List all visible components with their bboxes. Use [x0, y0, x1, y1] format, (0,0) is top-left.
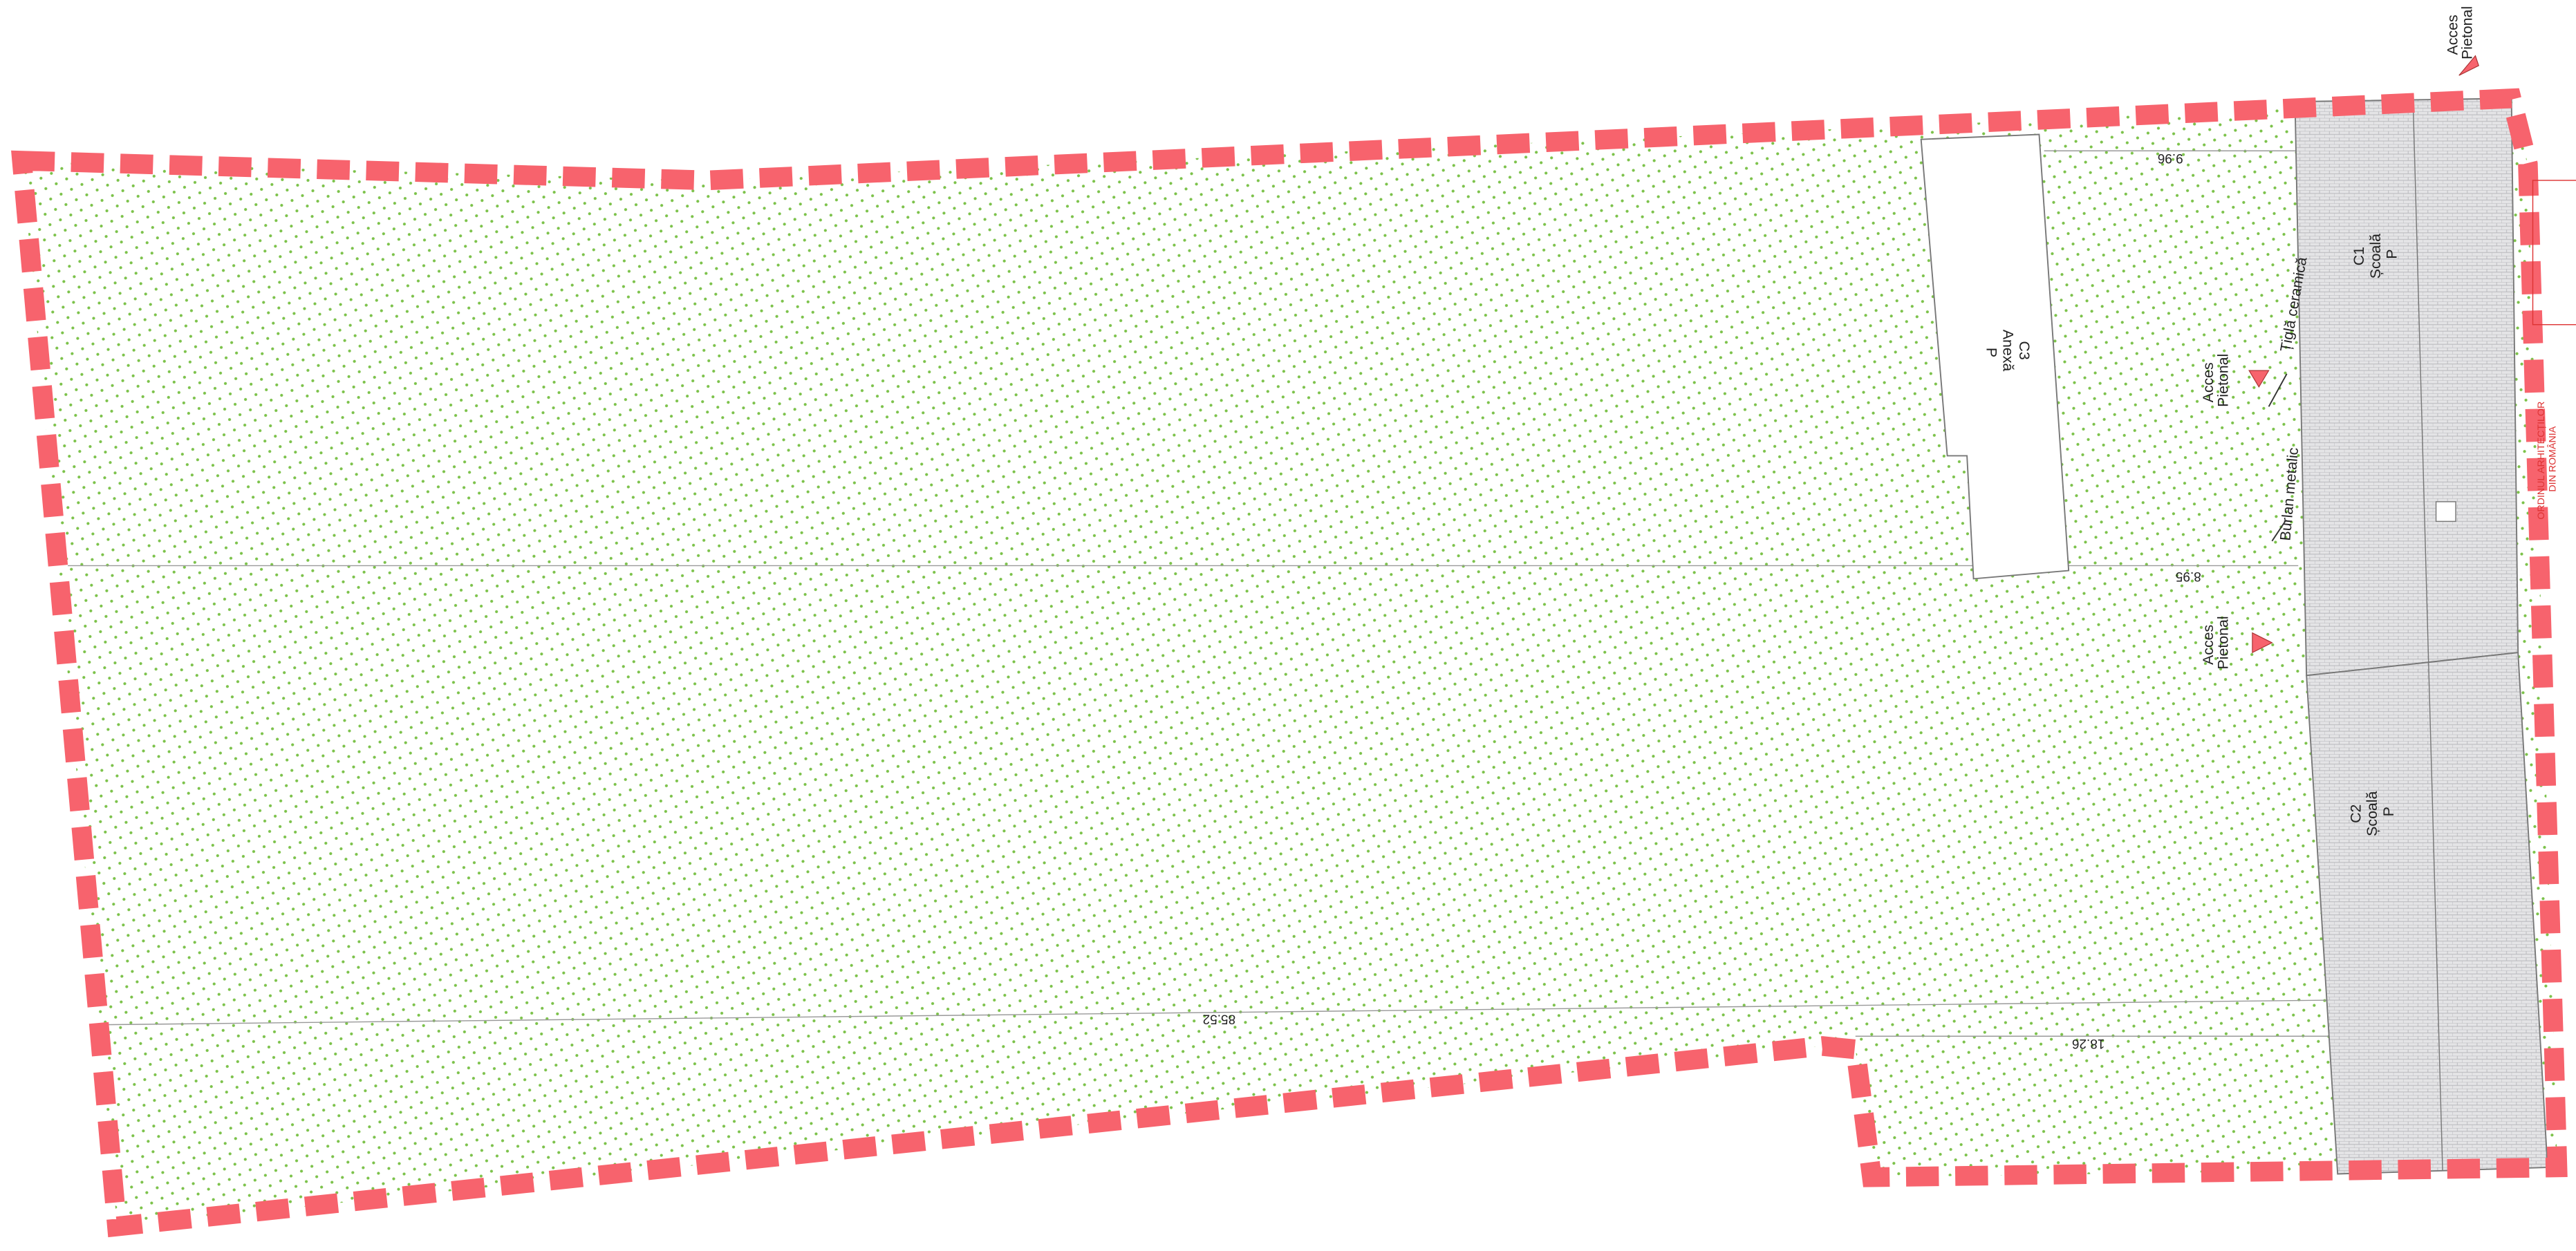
access-label: Acces Pietonal: [2200, 354, 2231, 407]
building-levels: P: [2384, 250, 2400, 259]
building-c2: [2306, 652, 2548, 1175]
building-label: C2 Școală P: [2347, 787, 2396, 836]
dimension-label: 9.96: [2158, 151, 2183, 165]
access-label: Acces Pietonal: [2444, 6, 2475, 59]
dimension-label: 18.26: [2072, 1036, 2104, 1051]
access-text: Pietonal: [2459, 6, 2476, 59]
building-label: C1 Școală P: [2351, 229, 2400, 279]
access-text: Acces: [2200, 362, 2216, 402]
building-name: Școală: [2364, 791, 2380, 836]
access-text: Pietonal: [2214, 616, 2231, 669]
building-c1: [2294, 97, 2519, 677]
building-code: C2: [2347, 805, 2364, 823]
building-levels: P: [2380, 807, 2397, 816]
building-levels: P: [1984, 348, 2000, 357]
building-label: C3 Anexă P: [1984, 330, 2033, 375]
dimension-label: 8.95: [2176, 569, 2201, 583]
access-text: Acces: [2200, 625, 2216, 665]
stamp-line: ORDINUL ARHITECȚILOR: [2536, 402, 2547, 520]
access-point: Acces Pietonal: [2200, 616, 2273, 669]
leader-line: [2271, 520, 2286, 542]
property-boundary: [11, 88, 2568, 1238]
access-text: Pietonal: [2214, 354, 2231, 407]
green-area: [21, 98, 2558, 1227]
access-point: Acces Pietonal: [2200, 354, 2270, 407]
access-marker: [2252, 632, 2273, 654]
lot-lines: [68, 150, 2331, 1037]
access-text: Acces: [2444, 15, 2461, 55]
stamp-line: DIN ROMÂNIA: [2547, 426, 2559, 491]
building-name: Școală: [2367, 234, 2384, 279]
access-point: Acces Pietonal: [2444, 6, 2479, 76]
chimney: [2435, 501, 2456, 523]
dimension-label: 85.52: [1203, 1011, 1235, 1026]
access-marker: [2248, 370, 2270, 388]
leader-line: [2268, 373, 2288, 407]
building-c3: [1920, 133, 2070, 580]
stamp-frame: [2532, 180, 2576, 326]
stamp: ORDINUL ARHITECȚILOR DIN ROMÂNIA: [2532, 180, 2576, 520]
building-code: C3: [2016, 341, 2033, 359]
building-code: C1: [2351, 247, 2367, 265]
access-marker: [2458, 55, 2479, 76]
access-label: Acces Pietonal: [2200, 616, 2231, 669]
building-name: Anexă: [1999, 330, 2016, 372]
stamp-text: ORDINUL ARHITECȚILOR DIN ROMÂNIA: [2536, 399, 2559, 520]
ridge-line: [2412, 102, 2443, 1171]
